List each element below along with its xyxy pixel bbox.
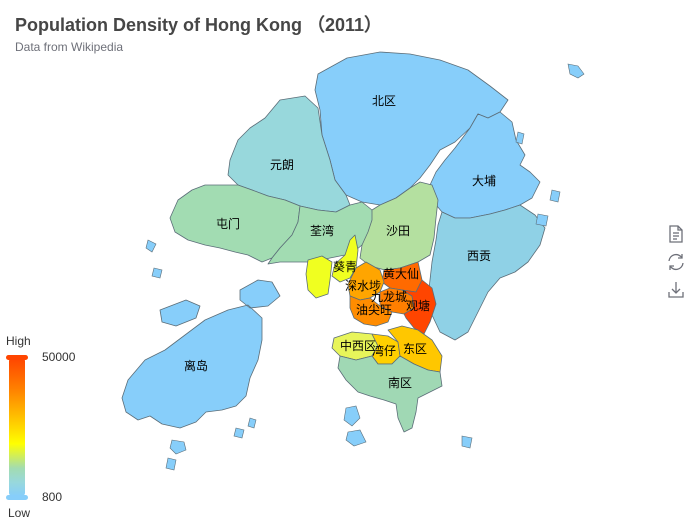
region-kwai-tsing[interactable] [305,234,359,299]
label-sai-kung: 西贡 [467,249,491,263]
label-islands: 离岛 [184,358,208,373]
visual-map-low-text: Low [8,506,31,520]
label-tai-po: 大埔 [472,174,496,188]
label-wan-chai: 湾仔 [372,343,396,358]
label-tuen-mun: 屯门 [216,216,240,231]
district-labels: 北区 大埔 元朗 屯门 荃湾 沙田 西贡 葵青 黄大仙 深水埗 九龙城 油尖旺 … [184,94,496,390]
restore-icon[interactable] [666,252,686,272]
label-kwun-tong: 观塘 [406,298,430,313]
visual-map-gradient-bar[interactable] [9,358,25,496]
label-yau-tsim-mong: 油尖旺 [356,303,392,317]
chart-title: Population Density of Hong Kong （2011） [15,15,383,35]
region-sai-kung[interactable] [427,204,546,341]
chart-subtitle: Data from Wikipedia [15,40,124,54]
visual-map-min-value: 800 [42,490,63,504]
label-wong-tai-sin: 黄大仙 [383,267,419,281]
data-view-icon[interactable] [666,224,686,244]
toolbox [666,224,686,308]
label-yuen-long: 元朗 [270,158,294,172]
visual-map-max-value: 50000 [42,350,76,364]
label-tsuen-wan: 荃湾 [310,223,334,238]
label-kowloon-city: 九龙城 [371,290,407,304]
label-sha-tin: 沙田 [386,224,410,238]
label-north: 北区 [372,94,396,108]
save-as-image-icon[interactable] [666,280,686,300]
district-regions [121,51,546,433]
label-eastern: 东区 [403,342,427,356]
label-sham-shui-po: 深水埗 [345,279,381,293]
region-sha-tin[interactable] [359,181,439,271]
label-kwai-tsing: 葵青 [333,260,357,274]
visual-map-top-handle[interactable] [6,355,28,360]
visual-map-bottom-handle[interactable] [6,495,28,500]
region-tuen-mun[interactable] [169,184,301,263]
region-southern[interactable] [337,355,443,433]
outlying-islets [145,63,585,471]
region-islands[interactable] [121,279,281,429]
label-central-western: 中西区 [340,338,376,353]
region-yau-tsim-mong[interactable] [349,295,393,327]
region-sham-shui-po[interactable] [347,261,385,301]
label-southern: 南区 [388,375,412,390]
visual-map-high-text: High [6,334,31,348]
